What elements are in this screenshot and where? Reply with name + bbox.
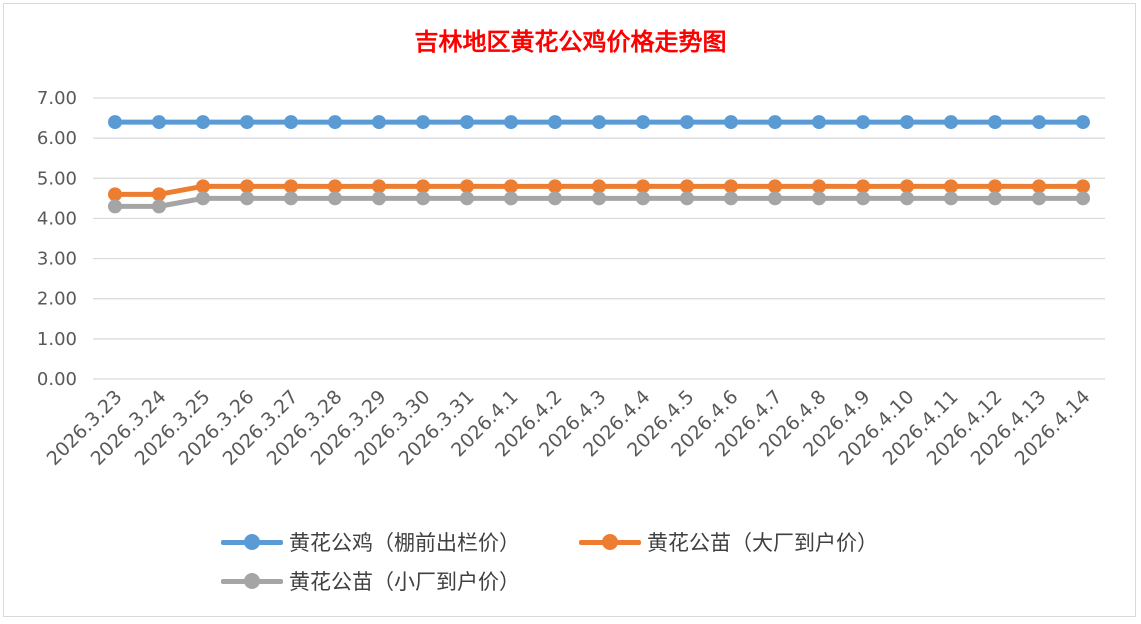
- data-point: [636, 115, 650, 130]
- series-group: [108, 115, 1090, 214]
- data-point: [460, 179, 474, 194]
- data-point: [152, 115, 166, 130]
- data-point: [372, 115, 386, 130]
- data-point: [152, 187, 166, 202]
- data-point: [768, 191, 782, 206]
- data-point: [768, 179, 782, 194]
- data-point: [988, 115, 1002, 130]
- data-point: [1032, 115, 1046, 130]
- data-point: [108, 187, 122, 202]
- data-point: [196, 179, 210, 194]
- data-point: [856, 191, 870, 206]
- data-point: [724, 179, 738, 194]
- data-point: [856, 179, 870, 194]
- data-point: [108, 199, 122, 214]
- data-point: [592, 191, 606, 206]
- data-point: [416, 115, 430, 130]
- data-point: [944, 191, 958, 206]
- data-point: [416, 179, 430, 194]
- data-point: [988, 191, 1002, 206]
- data-point: [372, 179, 386, 194]
- data-point: [240, 191, 254, 206]
- data-point: [504, 115, 518, 130]
- legend-swatch: [221, 571, 283, 591]
- data-point: [328, 179, 342, 194]
- data-point: [680, 179, 694, 194]
- data-point: [988, 179, 1002, 194]
- data-point: [196, 115, 210, 130]
- y-tick-label: 2.00: [37, 289, 77, 310]
- data-point: [504, 179, 518, 194]
- data-point: [724, 191, 738, 206]
- data-point: [592, 115, 606, 130]
- legend-swatch: [221, 532, 283, 552]
- data-point: [812, 191, 826, 206]
- data-point: [284, 191, 298, 206]
- legend-label: 黄花公鸡（棚前出栏价）: [289, 531, 520, 555]
- legend-label: 黄花公苗（小厂到户价）: [289, 570, 520, 594]
- data-point: [460, 191, 474, 206]
- data-point: [1032, 191, 1046, 206]
- data-point: [1076, 191, 1090, 206]
- data-point: [768, 115, 782, 130]
- y-tick-label: 5.00: [37, 168, 77, 189]
- data-point: [944, 179, 958, 194]
- data-point: [856, 115, 870, 130]
- data-point: [812, 115, 826, 130]
- data-point: [196, 191, 210, 206]
- y-tick-label: 1.00: [37, 329, 77, 350]
- data-point: [460, 115, 474, 130]
- legend-swatch: [579, 532, 641, 552]
- data-point: [1032, 179, 1046, 194]
- data-point: [240, 115, 254, 130]
- data-point: [328, 191, 342, 206]
- legend-item-series-2: 黄花公苗（大厂到户价）: [579, 527, 878, 557]
- data-point: [548, 179, 562, 194]
- data-point: [1076, 179, 1090, 194]
- data-point: [328, 115, 342, 130]
- data-point: [944, 115, 958, 130]
- y-tick-label: 6.00: [37, 128, 77, 149]
- data-point: [284, 179, 298, 194]
- chart-title: 吉林地区黄花公鸡价格走势图: [414, 27, 727, 56]
- data-point: [680, 115, 694, 130]
- data-point: [636, 191, 650, 206]
- x-axis-ticks: 2026.3.232026.3.242026.3.252026.3.262026…: [43, 386, 1095, 470]
- data-point: [1076, 115, 1090, 130]
- data-point: [724, 115, 738, 130]
- data-point: [680, 191, 694, 206]
- data-point: [416, 191, 430, 206]
- data-point: [900, 115, 914, 130]
- gridlines: [93, 97, 1105, 380]
- data-point: [812, 179, 826, 194]
- data-point: [900, 179, 914, 194]
- data-point: [504, 191, 518, 206]
- data-point: [548, 115, 562, 130]
- data-point: [636, 179, 650, 194]
- legend-label: 黄花公苗（大厂到户价）: [647, 531, 878, 555]
- legend-item-series-1: 黄花公鸡（棚前出栏价）: [221, 527, 520, 557]
- y-axis-ticks: 0.00 1.00 2.00 3.00 4.00 5.00 6.00 7.00: [37, 88, 77, 390]
- data-point: [372, 191, 386, 206]
- data-point: [284, 115, 298, 130]
- data-point: [152, 199, 166, 214]
- data-point: [592, 179, 606, 194]
- chart-frame: [3, 3, 1136, 617]
- legend-item-series-3: 黄花公苗（小厂到户价）: [221, 566, 520, 596]
- data-point: [240, 179, 254, 194]
- data-point: [108, 115, 122, 130]
- y-tick-label: 7.00: [37, 88, 77, 109]
- y-tick-label: 4.00: [37, 208, 77, 229]
- y-tick-label: 3.00: [37, 249, 77, 270]
- data-point: [900, 191, 914, 206]
- y-tick-label: 0.00: [37, 369, 77, 390]
- data-point: [548, 191, 562, 206]
